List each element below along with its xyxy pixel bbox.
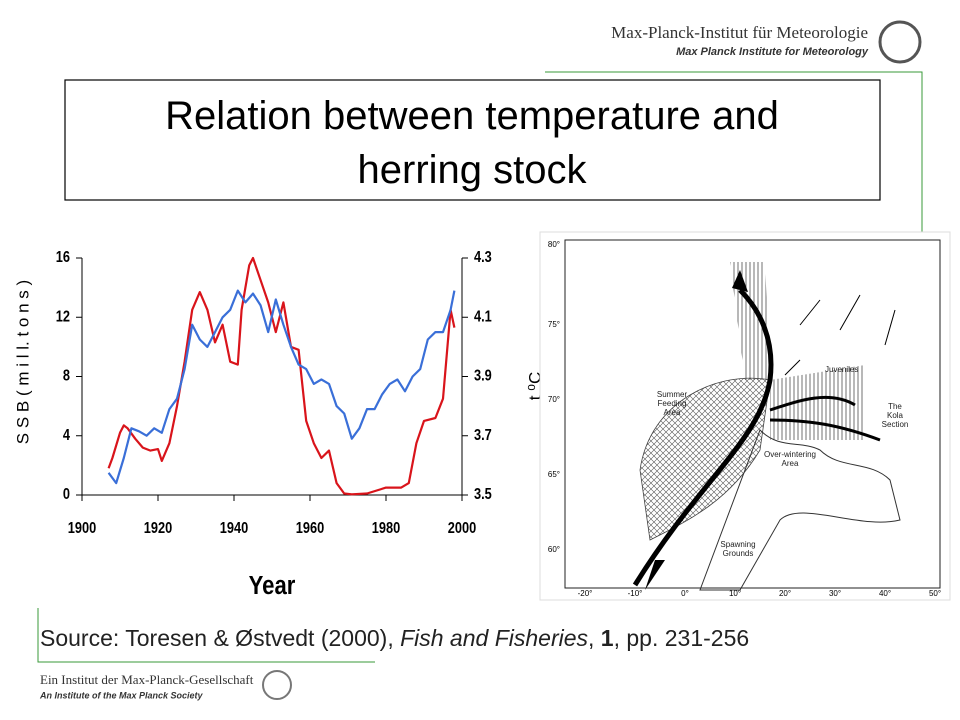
source-sep: , — [588, 625, 601, 651]
y-tick-label: 4 — [63, 427, 70, 445]
x-tick-label: 1900 — [68, 520, 96, 538]
header-institute-en: Max Planck Institute for Meteorology — [676, 46, 869, 58]
map-border — [564, 239, 941, 589]
lon-label: 20° — [779, 589, 791, 598]
y2-tick-label: 3.7 — [474, 427, 492, 445]
lon-label: -10° — [628, 589, 643, 598]
footer-line1: Ein Institut der Max-Planck-Gesellschaft — [40, 672, 254, 687]
x-tick-label: 1940 — [220, 520, 248, 538]
map-label: Over-wintering Area — [764, 450, 816, 468]
kola-arrows — [769, 395, 881, 442]
lat-label: 80° — [548, 240, 560, 249]
lon-label: 0° — [681, 589, 689, 598]
source-prefix: Source: Toresen & Østvedt (2000), — [40, 625, 400, 651]
y2-tick-label: 3.5 — [474, 486, 492, 504]
map-label: The Kola Section — [882, 402, 909, 429]
y-tick-label: 8 — [63, 367, 70, 385]
arrowhead — [732, 270, 748, 292]
source-journal: Fish and Fisheries — [400, 625, 588, 651]
lat-label: 70° — [548, 395, 560, 404]
map-label: Juveniles — [825, 365, 858, 374]
lon-label: -20° — [578, 589, 593, 598]
lat-label: 65° — [548, 470, 560, 479]
x-tick-label: 1960 — [296, 520, 324, 538]
small-arrows — [784, 294, 896, 376]
lat-label: 60° — [548, 545, 560, 554]
lon-label: 50° — [929, 589, 941, 598]
decor — [37, 20, 923, 700]
map-label: Summer Feeding Area — [657, 390, 688, 417]
y-axis-title: S S B ( m i l l. t o n s ) — [13, 280, 32, 444]
coast — [699, 429, 901, 591]
map-label: Spawning Grounds — [720, 540, 755, 558]
source-pages: , pp. 231-256 — [614, 625, 750, 651]
lon-label: 40° — [879, 589, 891, 598]
lat-label: 75° — [548, 320, 560, 329]
x-axis-title: Year — [249, 571, 296, 600]
source: Source: Toresen & Østvedt (2000), Fish a… — [40, 625, 749, 651]
title-box — [64, 79, 881, 201]
lon-label: 30° — [829, 589, 841, 598]
data-line — [107, 289, 456, 485]
y2-tick-label: 4.3 — [474, 249, 492, 267]
x-tick-label: 2000 — [448, 520, 476, 538]
slide-title: Relation between temperature and herring … — [165, 94, 779, 192]
y-tick-label: 12 — [56, 308, 70, 326]
x-tick-label: 1980 — [372, 520, 400, 538]
y2-tick-label: 3.9 — [474, 367, 492, 385]
map: Summer Feeding Area Juveniles The Kola Section… — [539, 231, 951, 601]
x-tick-label: 1920 — [144, 520, 172, 538]
lon-label: 10° — [729, 589, 741, 598]
source-volume: 1 — [601, 625, 614, 651]
data-line — [107, 256, 456, 496]
current-arrow — [632, 288, 774, 587]
footer-line2: An Institute of the Max Planck Society — [39, 690, 204, 700]
header-institute: Max-Planck-Institut für Meteorologie — [611, 23, 868, 42]
y2-tick-label: 4.1 — [474, 308, 492, 326]
y-tick-label: 0 — [63, 486, 70, 504]
y-tick-label: 16 — [56, 249, 70, 267]
arrowhead-south — [645, 560, 665, 590]
chart: 0 4 8 12 16 3.5 3.7 3.9 4.1 4.3 1900 1920 1940 1960 19… — [13, 249, 544, 600]
